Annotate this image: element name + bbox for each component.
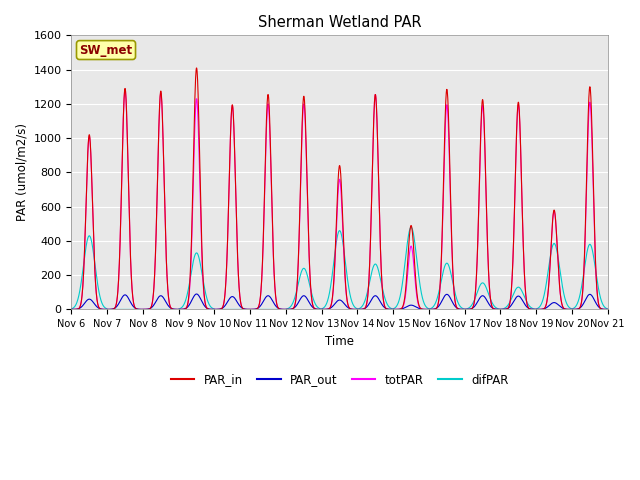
difPAR (604, 307, 612, 312)
difPAR (218, 307, 225, 312)
PAR_in (218, 306, 225, 312)
PAR_out (218, 306, 225, 312)
totPAR (121, 86, 129, 92)
PAR_in (572, 307, 579, 312)
PAR_out (557, 304, 564, 310)
totPAR (218, 306, 225, 312)
PAR_out (367, 298, 374, 304)
totPAR (68, 307, 76, 312)
Line: PAR_in: PAR_in (72, 68, 608, 310)
Line: PAR_out: PAR_out (72, 294, 608, 310)
difPAR (572, 303, 580, 309)
totPAR (557, 293, 564, 299)
totPAR (604, 307, 612, 312)
difPAR (496, 306, 504, 312)
difPAR (367, 274, 374, 279)
totPAR (355, 307, 363, 312)
difPAR (355, 306, 363, 312)
difPAR (557, 273, 564, 279)
Title: Sherman Wetland PAR: Sherman Wetland PAR (258, 15, 421, 30)
PAR_in (604, 307, 612, 312)
Line: difPAR: difPAR (72, 227, 608, 310)
PAR_out (355, 307, 363, 312)
PAR_in (367, 228, 374, 234)
PAR_out (572, 306, 579, 312)
PAR_out (193, 291, 200, 297)
PAR_out (604, 307, 612, 312)
Y-axis label: PAR (umol/m2/s): PAR (umol/m2/s) (15, 123, 28, 221)
totPAR (572, 307, 579, 312)
X-axis label: Time: Time (325, 335, 354, 348)
PAR_in (68, 307, 76, 312)
totPAR (367, 228, 374, 234)
Legend: PAR_in, PAR_out, totPAR, difPAR: PAR_in, PAR_out, totPAR, difPAR (166, 369, 513, 391)
PAR_out (495, 307, 503, 312)
Text: SW_met: SW_met (79, 44, 132, 57)
difPAR (68, 306, 76, 312)
difPAR (103, 307, 111, 312)
Line: totPAR: totPAR (72, 89, 608, 310)
PAR_out (68, 307, 76, 312)
difPAR (407, 224, 415, 230)
PAR_in (193, 65, 200, 71)
PAR_in (495, 307, 503, 312)
totPAR (495, 307, 503, 312)
PAR_in (557, 293, 564, 299)
PAR_in (355, 307, 363, 312)
